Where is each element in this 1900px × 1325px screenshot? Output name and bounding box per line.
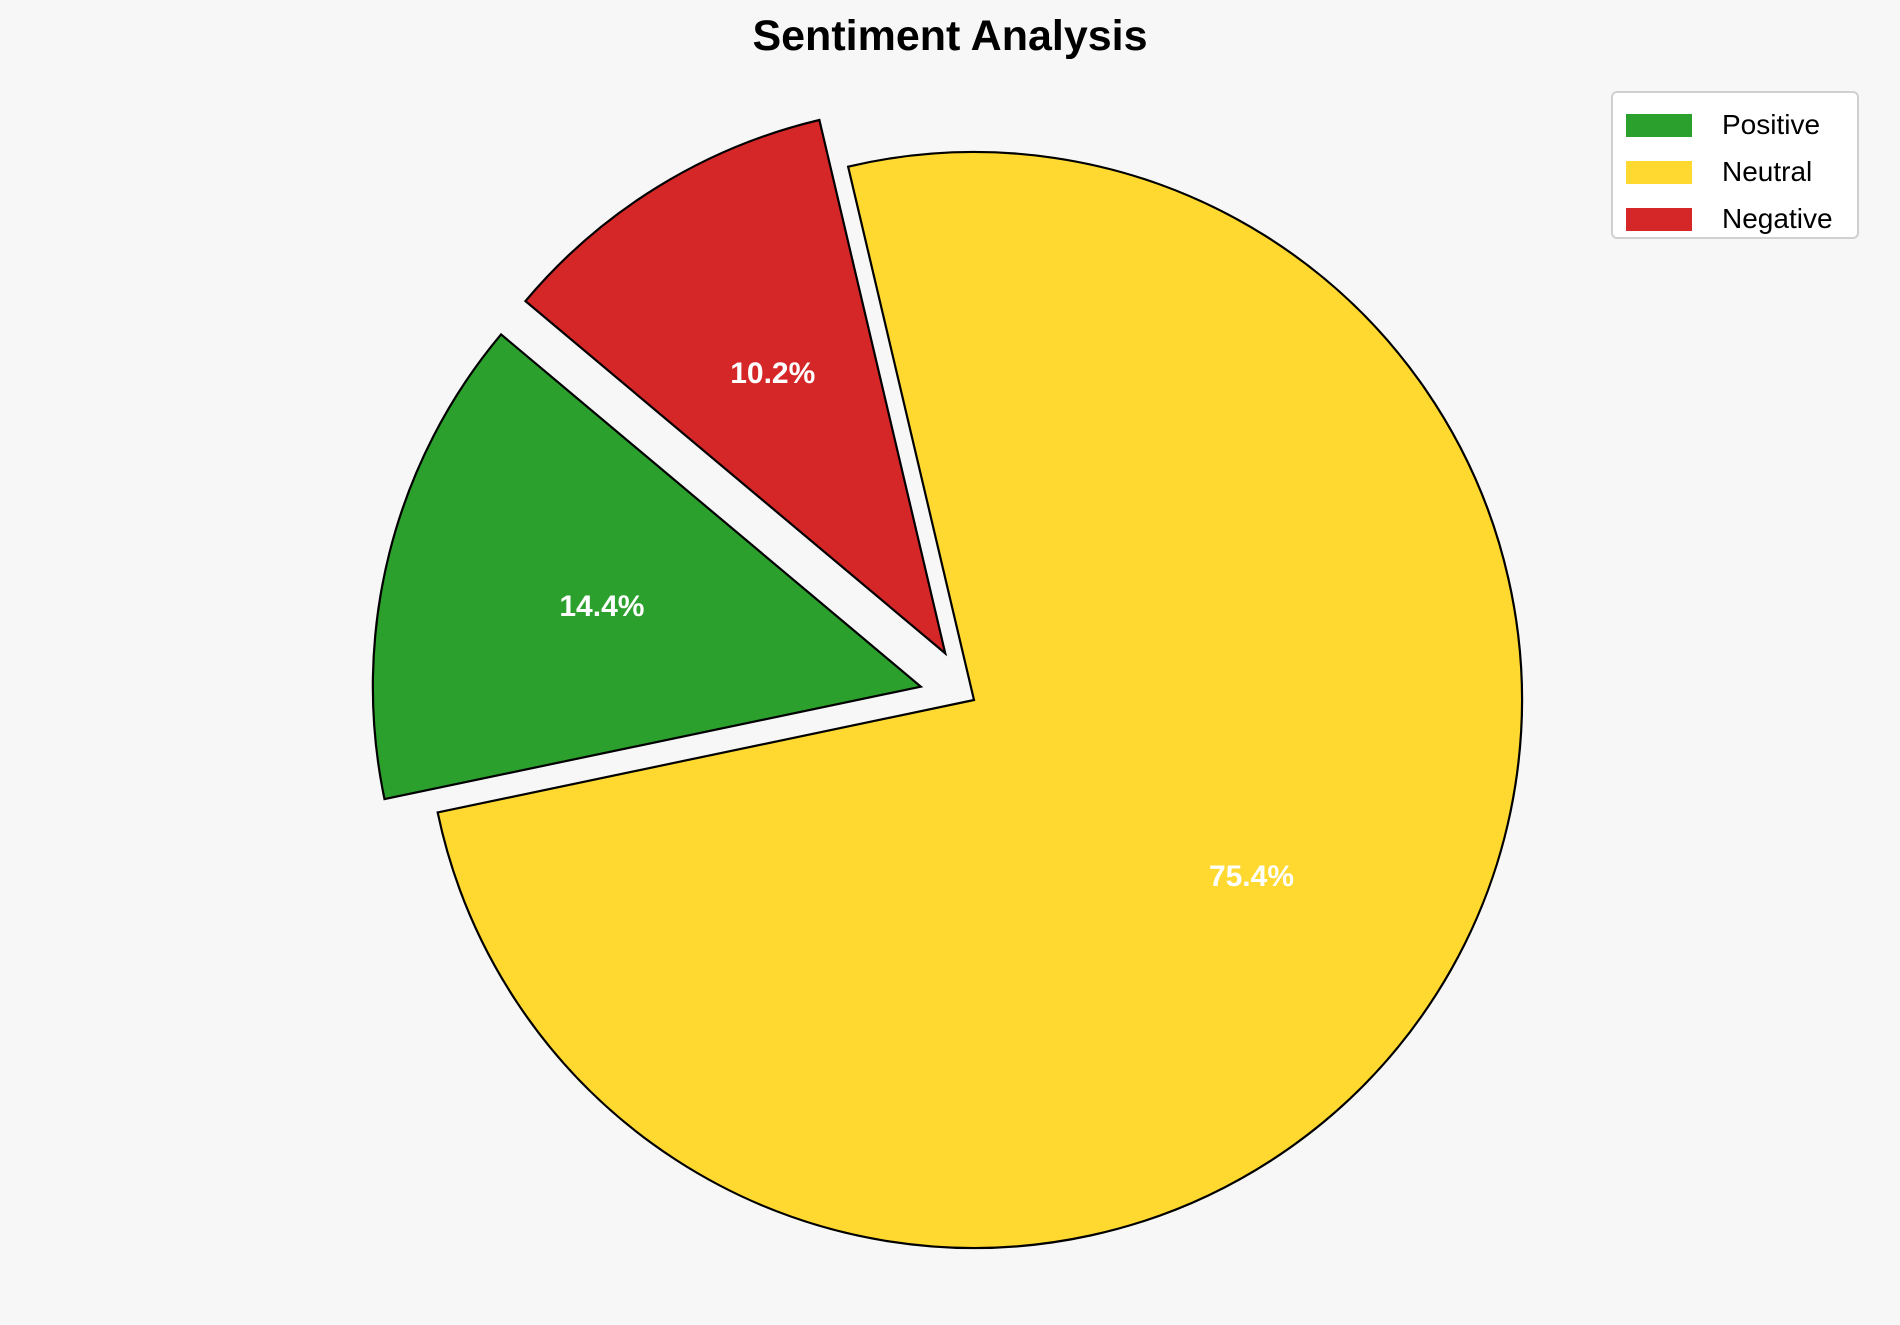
legend-label: Negative bbox=[1722, 203, 1833, 234]
pie-label-positive: 14.4% bbox=[559, 590, 644, 623]
chart-title: Sentiment Analysis bbox=[752, 12, 1148, 60]
pie-label-negative: 10.2% bbox=[730, 357, 815, 390]
legend-item-negative: Negative bbox=[1626, 199, 1833, 239]
legend-swatch bbox=[1626, 113, 1692, 137]
legend-item-neutral: Neutral bbox=[1626, 152, 1812, 192]
pie-slice-negative bbox=[523, 118, 948, 657]
legend-swatch bbox=[1626, 207, 1692, 231]
pie-label-neutral: 75.4% bbox=[1209, 860, 1294, 893]
legend-swatch bbox=[1626, 160, 1692, 184]
legend-item-positive: Positive bbox=[1626, 105, 1820, 145]
legend: Positive Neutral Negative bbox=[1611, 91, 1859, 239]
legend-label: Neutral bbox=[1722, 156, 1813, 187]
pie-slice-positive bbox=[371, 332, 924, 801]
pie-slice-neutral bbox=[436, 150, 1524, 1250]
legend-label: Positive bbox=[1722, 109, 1821, 140]
